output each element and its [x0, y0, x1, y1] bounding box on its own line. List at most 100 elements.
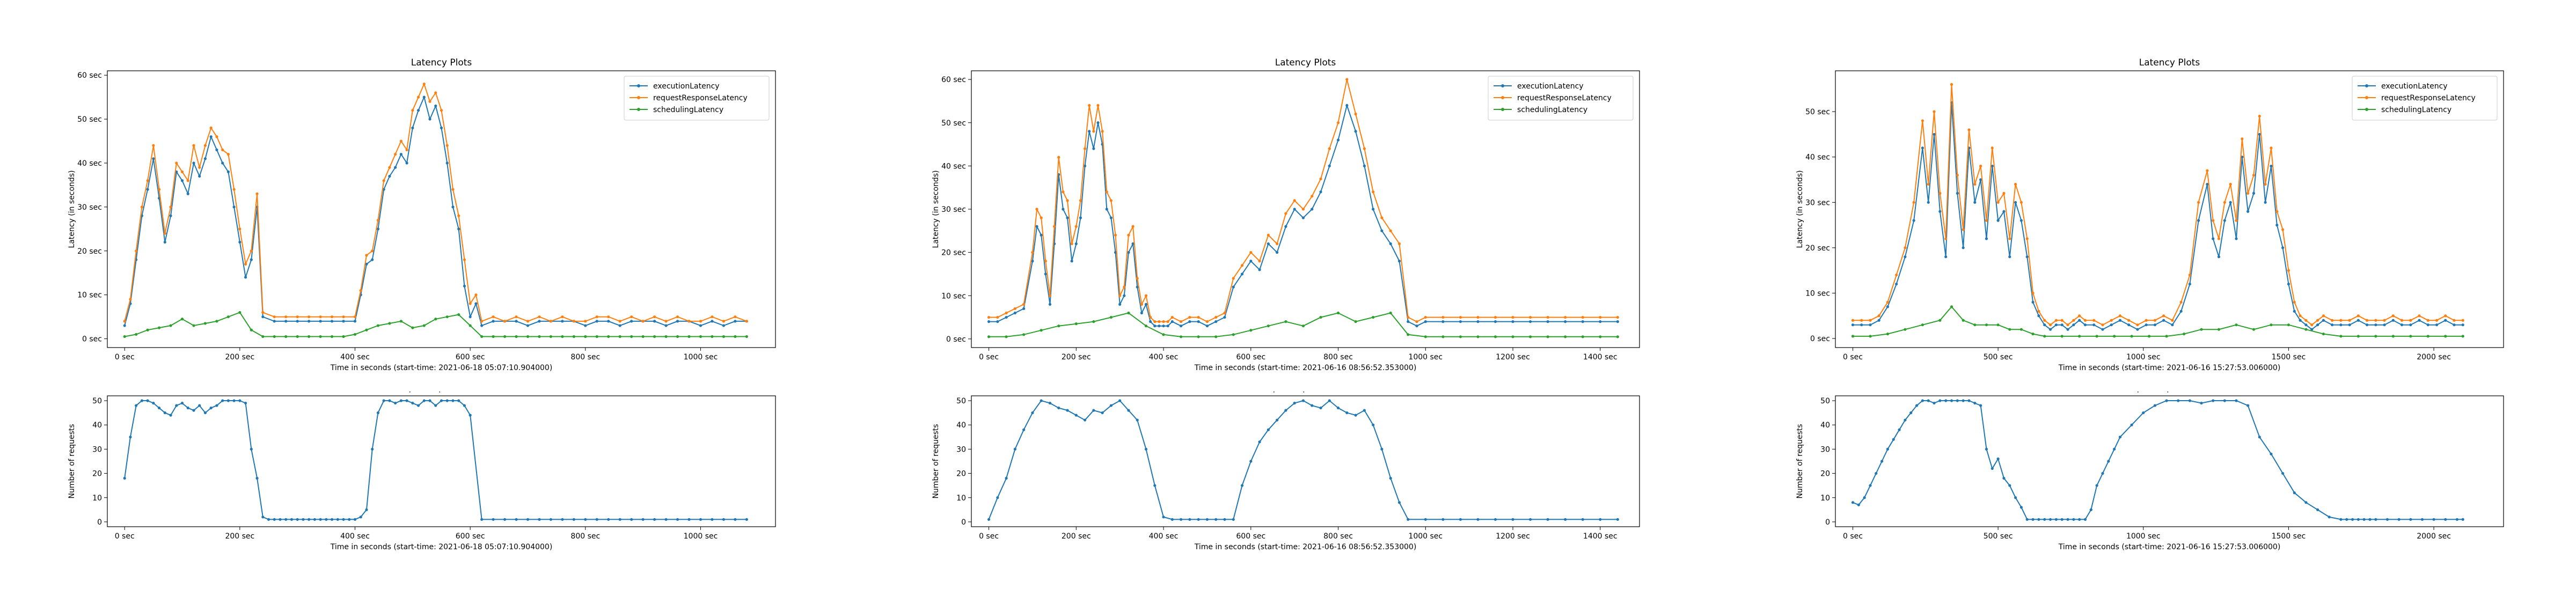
data-point: [1179, 335, 1183, 338]
y-tick-label: 50 sec: [941, 119, 966, 128]
data-point: [221, 161, 224, 165]
data-point: [411, 401, 414, 405]
data-point: [595, 320, 598, 323]
data-point: [561, 315, 564, 319]
data-point: [2083, 319, 2087, 322]
data-point: [221, 399, 224, 402]
x-tick-label: 800 sec: [570, 532, 600, 541]
data-point: [2316, 323, 2319, 327]
data-point: [1962, 399, 1965, 402]
data-point: [296, 335, 299, 338]
data-point: [434, 404, 437, 407]
x-tick-label: 0 sec: [1843, 532, 1863, 541]
y-tick-label: 30 sec: [941, 205, 966, 214]
data-point: [538, 518, 541, 521]
data-point: [2060, 335, 2063, 338]
data-point: [2293, 300, 2296, 304]
data-point: [1938, 319, 1942, 322]
data-point: [1407, 320, 1410, 323]
data-point: [2136, 323, 2139, 327]
legend-entry: requestResponseLatency: [2381, 94, 2476, 102]
data-point: [1109, 315, 1113, 319]
data-point: [607, 518, 610, 521]
data-point: [572, 335, 575, 338]
data-point: [2310, 328, 2314, 331]
data-point: [711, 335, 714, 338]
data-point: [365, 262, 368, 266]
data-point: [1031, 251, 1034, 254]
x-tick-label: 400 sec: [340, 532, 370, 541]
data-point: [2331, 319, 2334, 322]
data-point: [2461, 335, 2464, 338]
series-line-requestResponseLatency: [1853, 84, 2463, 326]
data-point: [1293, 199, 1296, 202]
data-point: [388, 174, 391, 178]
y-tick-label: 0 sec: [82, 335, 102, 344]
data-point: [371, 249, 374, 253]
data-point: [2316, 319, 2319, 322]
data-point: [584, 324, 587, 327]
data-point: [2304, 319, 2308, 322]
data-point: [140, 399, 143, 402]
data-point: [416, 109, 420, 112]
data-point: [2409, 319, 2412, 322]
data-point: [1494, 335, 1497, 338]
data-point: [1249, 260, 1253, 263]
y-tick-label: 20: [956, 470, 966, 478]
data-point: [1996, 201, 2000, 204]
data-point: [2002, 477, 2006, 480]
data-point: [365, 508, 368, 511]
data-point: [296, 315, 299, 319]
series-line-requests: [1853, 400, 2463, 520]
data-point: [2048, 323, 2052, 327]
data-point: [1267, 324, 1270, 328]
data-point: [1144, 294, 1148, 297]
data-point: [2339, 323, 2343, 327]
data-point: [2432, 518, 2435, 521]
data-point: [399, 399, 402, 402]
data-point: [2322, 319, 2325, 322]
data-point: [2400, 319, 2404, 322]
data-point: [641, 518, 645, 521]
x-tick-label: 1400 sec: [1583, 532, 1618, 541]
data-point: [1546, 320, 1549, 323]
data-point: [1083, 164, 1087, 167]
data-point: [1066, 199, 1069, 202]
data-point: [2145, 319, 2148, 322]
data-point: [2072, 518, 2075, 521]
data-point: [192, 144, 195, 147]
data-point: [1979, 178, 1982, 181]
data-point: [1057, 324, 1060, 328]
data-point: [1197, 335, 1200, 338]
data-point: [1057, 156, 1060, 159]
data-point: [1599, 335, 1602, 338]
legend-marker: [1501, 96, 1504, 99]
data-point: [2455, 518, 2458, 521]
data-point: [146, 179, 149, 182]
y-tick-label: 50: [92, 397, 102, 405]
data-point: [2453, 323, 2456, 327]
y-tick-label: 60 sec: [77, 71, 102, 80]
data-point: [1459, 315, 1462, 319]
legend-entry: schedulingLatency: [653, 106, 723, 114]
data-point: [1258, 268, 1261, 271]
data-point: [2293, 491, 2296, 495]
data-point: [1074, 414, 1078, 417]
data-point: [2299, 319, 2302, 322]
data-point: [2264, 182, 2267, 186]
data-point: [618, 324, 621, 327]
data-point: [2426, 319, 2429, 322]
data-point: [319, 518, 322, 521]
data-point: [1581, 518, 1584, 521]
data-point: [1892, 438, 1895, 441]
data-point: [664, 320, 668, 323]
data-point: [434, 104, 437, 108]
data-point: [123, 324, 126, 327]
data-point: [1979, 165, 1982, 168]
data-point: [1904, 418, 1907, 422]
data-point: [2426, 323, 2429, 327]
data-point: [1267, 428, 1270, 431]
data-point: [1083, 418, 1087, 422]
data-point: [1956, 173, 1959, 177]
